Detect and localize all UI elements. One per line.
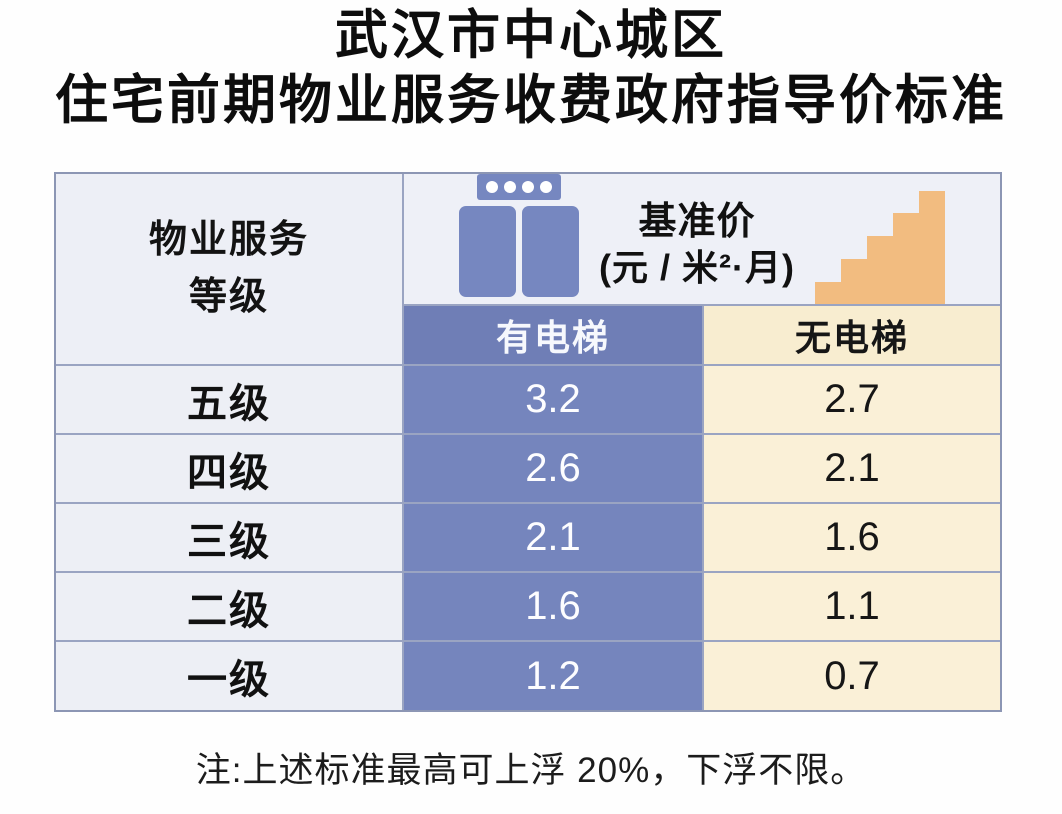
price-table: 物业服务 等级 基准价 (元 / 米²·月) 有电梯 无电梯	[54, 172, 1002, 712]
column-header-without-elevator: 无电梯	[704, 306, 1000, 364]
row-header-line-2: 等级	[188, 276, 269, 318]
price-header-title: 基准价	[638, 201, 756, 243]
stairs-icon	[814, 191, 945, 304]
table-row-label: 三级	[56, 504, 402, 571]
table-row-label: 一级	[56, 642, 402, 710]
price-header-band: 基准价 (元 / 米²·月)	[404, 174, 1000, 304]
price-header: 基准价 (元 / 米²·月)	[599, 198, 795, 290]
table-cell-without-elevator: 1.6	[704, 504, 1000, 571]
table-cell-with-elevator: 2.1	[404, 504, 702, 571]
table-cell-without-elevator: 2.1	[704, 435, 1000, 502]
row-header-line-1: 物业服务	[148, 219, 309, 261]
table-cell-without-elevator: 0.7	[704, 642, 1000, 710]
table-row-label: 五级	[56, 366, 402, 433]
table-cell-with-elevator: 1.2	[404, 642, 702, 710]
table-cell-with-elevator: 2.6	[404, 435, 702, 502]
title-line-1: 武汉市中心城区	[335, 7, 727, 65]
table-cell-with-elevator: 3.2	[404, 366, 702, 433]
table-cell-without-elevator: 2.7	[704, 366, 1000, 433]
table-cell-without-elevator: 1.1	[704, 573, 1000, 640]
price-header-unit: (元 / 米²·月)	[599, 247, 795, 288]
table-cell-with-elevator: 1.6	[404, 573, 702, 640]
row-header-cell: 物业服务 等级	[56, 174, 402, 364]
table-row-label: 四级	[56, 435, 402, 502]
table-row-label: 二级	[56, 573, 402, 640]
column-header-with-elevator: 有电梯	[404, 306, 702, 364]
page-title: 武汉市中心城区 住宅前期物业服务收费政府指导价标准	[0, 4, 1062, 134]
title-line-2: 住宅前期物业服务收费政府指导价标准	[55, 72, 1007, 130]
elevator-icon	[459, 174, 580, 297]
footnote: 注:上述标准最高可上浮 20%，下浮不限。	[195, 751, 867, 790]
